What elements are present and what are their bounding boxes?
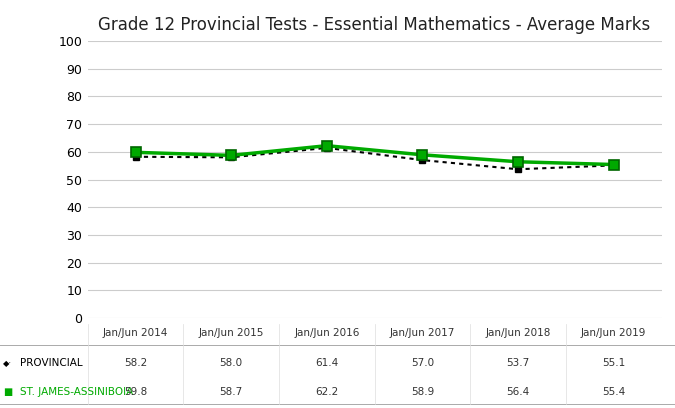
Text: 57.0: 57.0 [411,358,434,368]
Text: 58.7: 58.7 [219,387,243,397]
Text: Jan/Jun 2019: Jan/Jun 2019 [581,328,647,337]
Text: 55.1: 55.1 [602,358,625,368]
Text: Jan/Jun 2016: Jan/Jun 2016 [294,328,360,337]
Text: 58.2: 58.2 [124,358,147,368]
Text: 61.4: 61.4 [315,358,338,368]
Text: Jan/Jun 2018: Jan/Jun 2018 [485,328,551,337]
Text: 62.2: 62.2 [315,387,338,397]
Text: Jan/Jun 2014: Jan/Jun 2014 [103,328,168,337]
Text: 53.7: 53.7 [506,358,530,368]
Text: PROVINCIAL: PROVINCIAL [20,358,83,368]
Text: Jan/Jun 2017: Jan/Jun 2017 [389,328,455,337]
Text: 58.9: 58.9 [411,387,434,397]
Text: 55.4: 55.4 [602,387,625,397]
Text: Jan/Jun 2015: Jan/Jun 2015 [198,328,264,337]
Text: ◆·: ◆· [3,359,13,368]
Text: ST. JAMES-ASSINIBOIA: ST. JAMES-ASSINIBOIA [20,387,134,397]
Text: 58.0: 58.0 [219,358,243,368]
Text: 56.4: 56.4 [506,387,530,397]
Text: ■: ■ [3,387,13,397]
Title: Grade 12 Provincial Tests - Essential Mathematics - Average Marks: Grade 12 Provincial Tests - Essential Ma… [99,16,651,34]
Text: 59.8: 59.8 [124,387,147,397]
